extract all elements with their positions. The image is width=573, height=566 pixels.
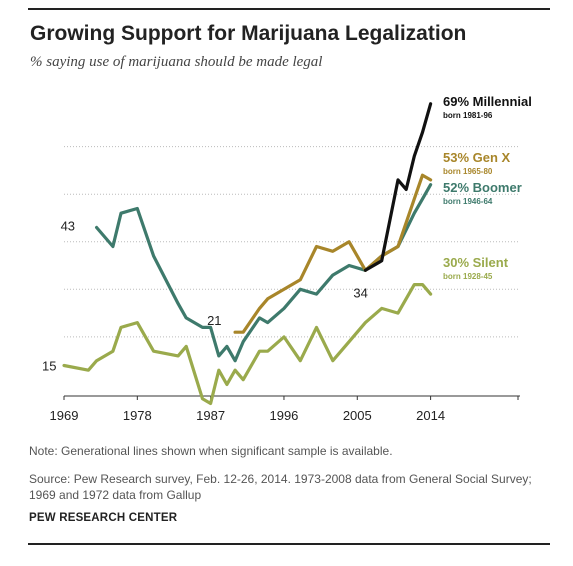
bottom-rule <box>28 543 550 545</box>
x-tick-label: 2014 <box>416 408 445 423</box>
top-rule <box>28 8 550 10</box>
series-label-silent: 30% Silent <box>443 255 509 270</box>
series-sublabel-boomer: born 1946-64 <box>443 197 493 206</box>
series-line-boomer <box>94 183 433 363</box>
x-axis: 1969 1978 1987 1996 2005 2014 <box>50 395 520 423</box>
x-tick-label: 2005 <box>343 408 372 423</box>
data-label-millennial: 34 <box>353 285 367 300</box>
data-label-genx: 21 <box>207 313 221 328</box>
publisher-name: PEW RESEARCH CENTER <box>29 512 178 524</box>
series-line-millennial <box>363 102 433 272</box>
series-sublabel-silent: born 1928-45 <box>443 272 493 281</box>
series-sublabel-genx: born 1965-80 <box>443 167 493 176</box>
x-tick-label: 1987 <box>196 408 225 423</box>
annotations: 15 43 21 34 <box>42 218 368 373</box>
series-label-genx: 53% Gen X <box>443 150 511 165</box>
series-sublabel-millennial: born 1981-96 <box>443 111 493 120</box>
chart-subtitle: % saying use of marijuana should be made… <box>30 54 323 70</box>
data-label-silent: 15 <box>42 358 56 373</box>
chart-note: Note: Generational lines shown when sign… <box>29 444 393 458</box>
chart-source: Source: Pew Research survey, Feb. 12-26,… <box>29 472 532 502</box>
series-line-silent <box>62 283 433 406</box>
series-labels: 69% Millennial born 1981-96 53% Gen X born … <box>443 94 532 281</box>
x-tick-label: 1996 <box>269 408 298 423</box>
series-lines <box>62 102 433 406</box>
data-label-boomer: 43 <box>61 218 75 233</box>
series-label-millennial: 69% Millennial <box>443 94 532 109</box>
chart-title: Growing Support for Marijuana Legalizati… <box>30 22 467 45</box>
x-tick-label: 1978 <box>123 408 152 423</box>
series-line-genx <box>233 173 433 334</box>
series-label-boomer: 52% Boomer <box>443 180 522 195</box>
x-tick-label: 1969 <box>50 408 79 423</box>
gridlines <box>64 146 520 338</box>
